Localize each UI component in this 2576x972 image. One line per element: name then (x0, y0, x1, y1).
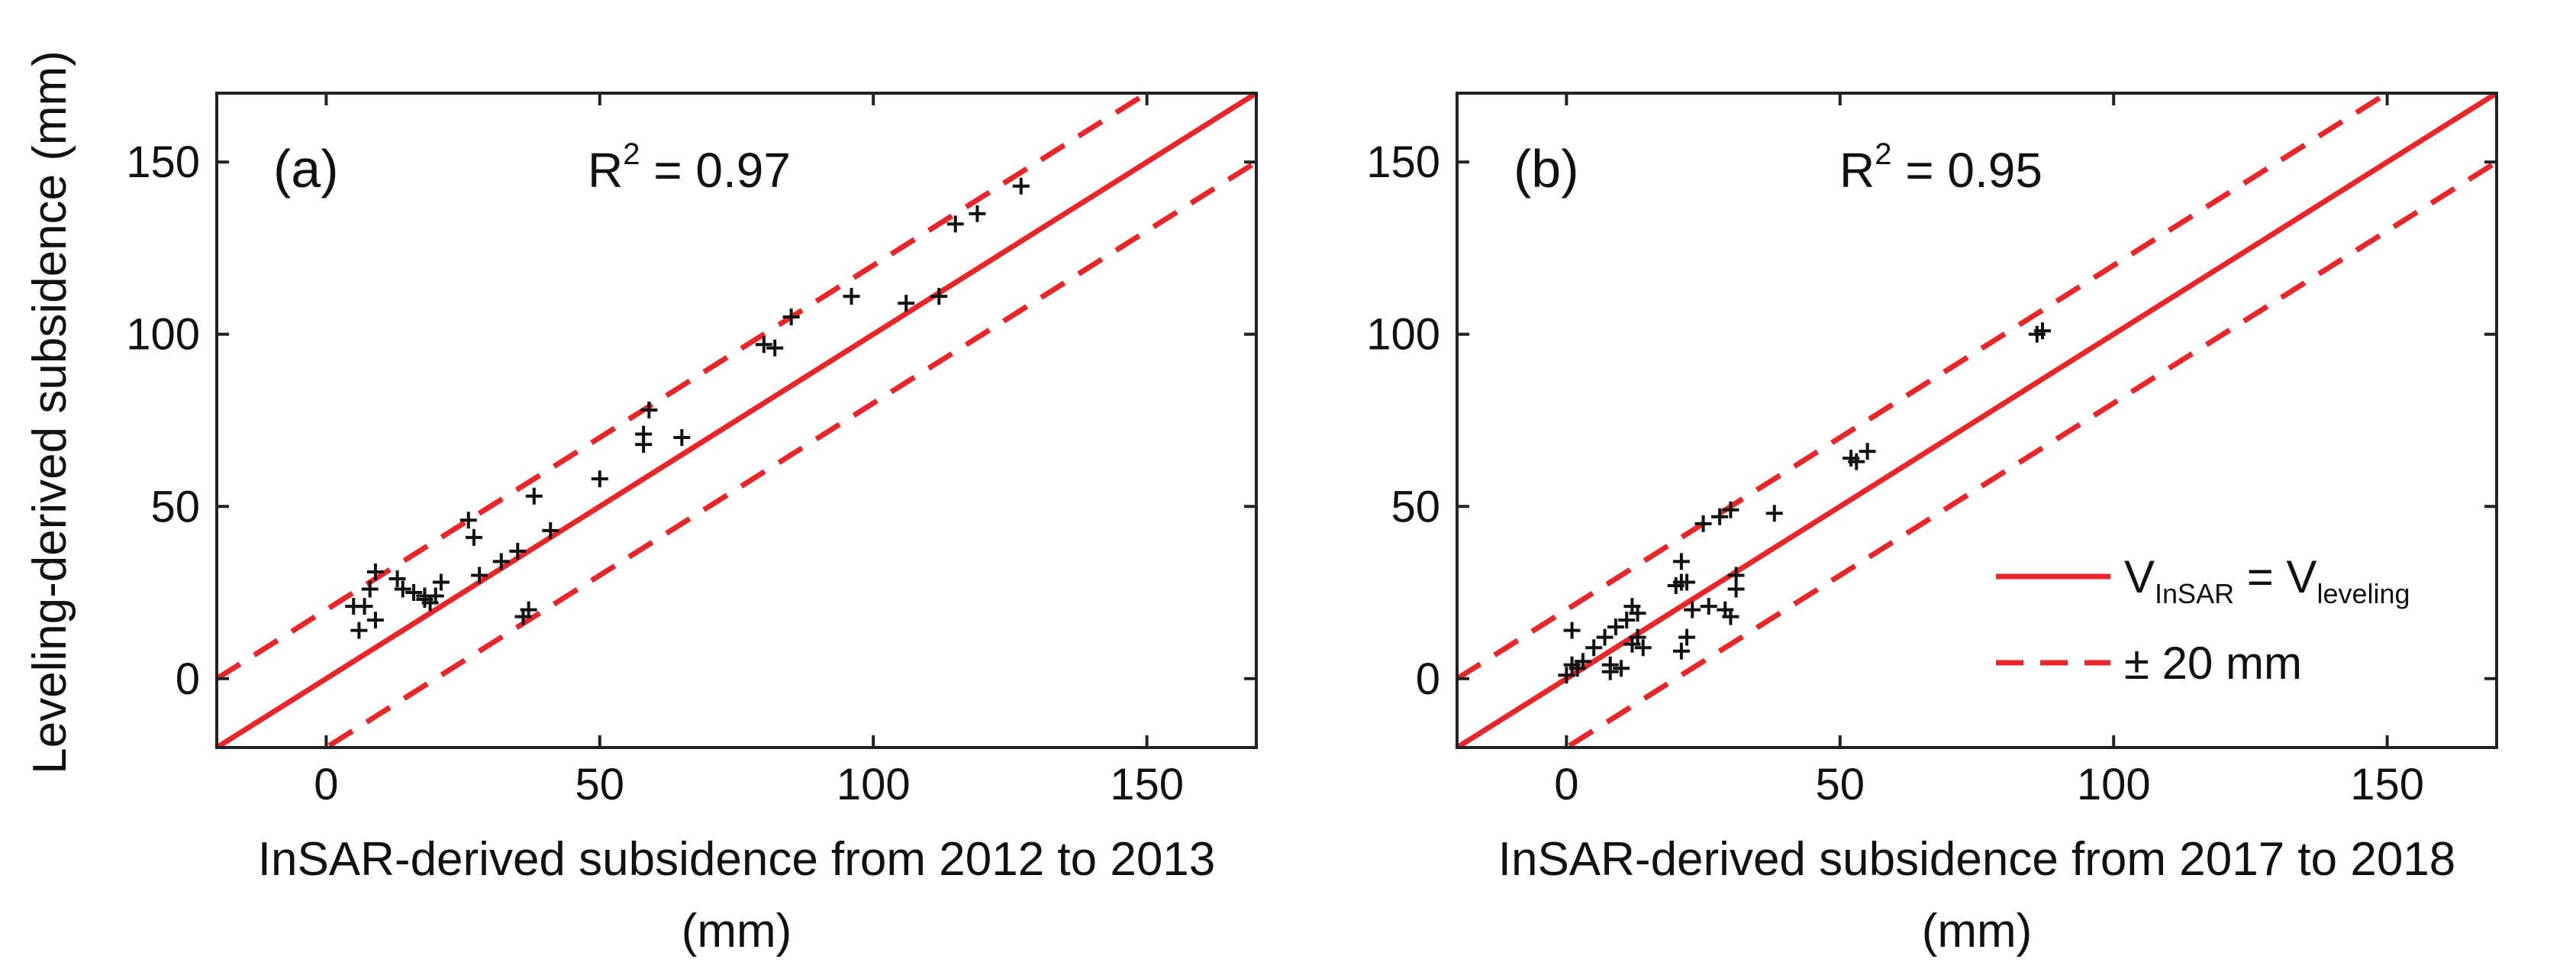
panel-label-b: (b) (1514, 139, 1579, 199)
data-point-b (1601, 656, 1619, 673)
legend: VInSAR = Vleveling ± 20 mm (1996, 551, 2410, 689)
data-point-b (1722, 608, 1739, 625)
r-squared-a: R2 = 0.97 (588, 137, 791, 198)
data-point-a (673, 429, 691, 447)
panel-b: 0 50 100 150 0 50 100 150 (b) R2 = 0.95 InSAR-d… (1366, 92, 2498, 957)
data-point-b (1700, 598, 1717, 615)
legend-solid-label: VInSAR = Vleveling (2124, 551, 2410, 609)
data-point-a (459, 512, 477, 529)
data-point-a (350, 622, 368, 639)
panel-a: 0 50 100 150 0 50 100 150 (a) R2 = 0.97 InSAR-d… (126, 92, 1258, 957)
data-point-b (1558, 667, 1575, 684)
x-axis-title-a: InSAR-derived subsidence from 2012 to 20… (258, 833, 1216, 886)
legend-dashed-label: ± 20 mm (2124, 638, 2302, 689)
data-point-b (1629, 628, 1646, 646)
y-tick-label-b: 50 (1391, 482, 1440, 531)
data-point-b (1672, 553, 1690, 570)
data-point-a (640, 401, 658, 418)
data-point-a (969, 205, 986, 222)
r-squared-b: R2 = 0.95 (1839, 137, 2042, 198)
x-tick-label-a: 50 (575, 760, 625, 809)
data-point-a (366, 563, 384, 580)
data-point-a (755, 336, 772, 354)
x-tick-label-b: 50 (1816, 760, 1865, 809)
data-point-a (509, 542, 527, 560)
y-tick-label-a: 50 (150, 482, 200, 531)
data-point-a (930, 288, 948, 305)
x-tick-label-a: 0 (314, 760, 338, 809)
data-point-b (1574, 653, 1591, 670)
reference-line-a-minus20 (321, 160, 1256, 748)
data-point-a (427, 587, 444, 605)
data-point-b (1585, 639, 1603, 657)
data-point-a (525, 487, 543, 505)
data-point-a (366, 612, 384, 629)
data-point-b (1613, 660, 1630, 677)
data-point-a (356, 598, 373, 615)
y-tick-label-b: 0 (1416, 654, 1440, 704)
x-tick-label-b: 100 (2077, 760, 2151, 809)
data-point-b (1694, 515, 1712, 532)
data-point-a (492, 553, 510, 570)
data-point-b (1618, 612, 1636, 629)
data-point-b (1607, 618, 1624, 636)
reference-line-a-plus20 (217, 93, 1153, 681)
x-axis-title-a-unit: (mm) (682, 905, 792, 957)
data-point-a (635, 425, 653, 443)
y-axis-title: Leveling-derived subsidence (mm) (24, 50, 76, 774)
data-point-a (843, 288, 860, 305)
y-tick-label-a: 150 (126, 137, 200, 187)
data-point-a (542, 522, 559, 539)
data-point-a (405, 584, 423, 602)
data-point-b (1722, 501, 1739, 518)
data-point-a (394, 580, 411, 598)
plot-frame-b (1456, 92, 2498, 749)
data-point-a (471, 567, 488, 584)
data-point-b (1727, 567, 1745, 584)
data-point-b (1678, 573, 1696, 591)
data-point-b (1678, 628, 1696, 646)
data-point-a (514, 608, 532, 625)
data-point-b (1765, 505, 1783, 522)
data-point-a (465, 528, 482, 546)
data-point-a (388, 570, 406, 587)
data-point-b (1629, 605, 1646, 622)
reference-line-b-plus20 (1457, 93, 2393, 681)
reference-line-a-one-to-one (217, 93, 1256, 748)
data-point-b (1684, 601, 1701, 618)
data-point-b (1634, 639, 1652, 657)
x-tick-label-b: 0 (1554, 760, 1578, 809)
data-point-a (898, 295, 915, 312)
data-point-a (361, 580, 379, 598)
x-tick-label-a: 150 (1110, 760, 1184, 809)
data-point-a (591, 470, 608, 488)
data-point-a (432, 573, 450, 591)
panel-label-a: (a) (273, 139, 339, 199)
data-point-a (1012, 177, 1030, 195)
y-tick-label-a: 0 (176, 654, 200, 704)
data-point-b (1848, 453, 1865, 470)
y-tick-label-a: 100 (126, 310, 200, 360)
data-point-b (1859, 443, 1876, 460)
plot-frame-a (215, 92, 1258, 749)
data-point-a (766, 339, 784, 357)
y-tick-label-b: 100 (1366, 310, 1440, 360)
data-point-b (1563, 622, 1581, 639)
data-point-a (946, 215, 964, 233)
reference-line-b-minus20 (1561, 160, 2497, 748)
data-point-b (1672, 642, 1690, 660)
data-point-a (782, 308, 800, 326)
y-tick-label-b: 150 (1366, 137, 1440, 187)
x-tick-label-a: 100 (837, 760, 911, 809)
x-axis-title-b-unit: (mm) (1922, 905, 2033, 957)
data-point-b (2034, 322, 2052, 340)
x-axis-title-b: InSAR-derived subsidence from 2017 to 20… (1498, 833, 2456, 886)
data-point-b (1596, 628, 1614, 646)
x-tick-label-b: 150 (2350, 760, 2424, 809)
data-point-b (1711, 508, 1729, 525)
